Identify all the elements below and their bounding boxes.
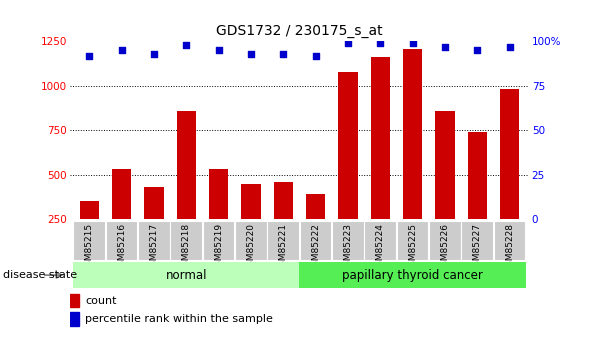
Text: GSM85223: GSM85223 (344, 223, 353, 272)
Text: GSM85219: GSM85219 (214, 223, 223, 272)
Text: GSM85220: GSM85220 (246, 223, 255, 272)
Bar (364, 221, 396, 260)
Bar (112, 169, 131, 219)
Text: GSM85216: GSM85216 (117, 223, 126, 272)
Text: GSM85225: GSM85225 (408, 223, 417, 272)
Bar (144, 187, 164, 219)
Text: GSM85227: GSM85227 (473, 223, 482, 272)
Bar (106, 221, 137, 260)
Bar (176, 111, 196, 219)
Text: GSM85222: GSM85222 (311, 223, 320, 272)
Bar (429, 221, 461, 260)
Text: GSM85224: GSM85224 (376, 223, 385, 272)
Point (440, 44, 450, 49)
Bar (235, 221, 267, 260)
Bar (306, 194, 325, 219)
Bar (397, 221, 429, 260)
Bar (338, 72, 358, 219)
Bar (138, 221, 170, 260)
Bar (170, 221, 202, 260)
Bar (241, 184, 261, 219)
Point (375, 40, 385, 46)
Point (505, 44, 514, 49)
Point (472, 48, 482, 53)
Point (214, 48, 224, 53)
Text: percentile rank within the sample: percentile rank within the sample (85, 314, 273, 324)
Bar (300, 262, 526, 288)
Bar (494, 221, 525, 260)
Text: normal: normal (165, 269, 207, 282)
Point (408, 40, 418, 46)
Text: GSM85226: GSM85226 (440, 223, 449, 272)
Text: disease state: disease state (3, 270, 77, 280)
Bar (209, 169, 229, 219)
Text: count: count (85, 296, 117, 306)
Text: papillary thyroid cancer: papillary thyroid cancer (342, 269, 483, 282)
Bar (300, 221, 331, 260)
Bar (70, 313, 79, 326)
Bar (274, 182, 293, 219)
Bar (461, 221, 493, 260)
Bar (500, 89, 519, 219)
Title: GDS1732 / 230175_s_at: GDS1732 / 230175_s_at (216, 23, 383, 38)
Bar (332, 221, 364, 260)
Bar (268, 221, 299, 260)
Point (117, 48, 126, 53)
Bar (73, 262, 300, 288)
Bar (80, 201, 99, 219)
Text: GSM85221: GSM85221 (279, 223, 288, 272)
Text: GSM85218: GSM85218 (182, 223, 191, 272)
Text: GSM85215: GSM85215 (85, 223, 94, 272)
Point (246, 51, 256, 57)
Bar (468, 132, 487, 219)
Bar (203, 221, 235, 260)
Point (343, 40, 353, 46)
Point (181, 42, 191, 48)
Point (311, 53, 320, 58)
Text: GSM85217: GSM85217 (150, 223, 159, 272)
Bar (370, 57, 390, 219)
Bar (70, 294, 79, 307)
Point (85, 53, 94, 58)
Point (278, 51, 288, 57)
Text: GSM85228: GSM85228 (505, 223, 514, 272)
Point (149, 51, 159, 57)
Bar (403, 49, 423, 219)
Bar (74, 221, 105, 260)
Bar (435, 111, 455, 219)
